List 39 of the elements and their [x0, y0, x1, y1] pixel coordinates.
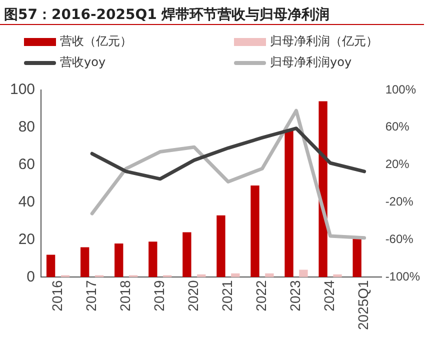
- x-tick-label: 2025Q1: [355, 280, 372, 330]
- y2-tick-label: -100%: [385, 269, 420, 284]
- bar: [265, 273, 274, 278]
- y-tick-label: 0: [26, 268, 36, 286]
- legend-label: 归母净利润（亿元）: [270, 33, 378, 50]
- bar: [46, 254, 56, 278]
- y2-tick-label: -60%: [385, 232, 414, 246]
- bar: [284, 129, 294, 278]
- chart-title: 图57：2016-2025Q1 焊带环节营收与归母净利润: [0, 0, 424, 25]
- legend-label: 营收（亿元）: [60, 33, 132, 50]
- bar: [216, 215, 226, 278]
- x-tick-label: 2022: [253, 280, 270, 312]
- y-tick-label: 80: [18, 118, 36, 136]
- legend-label: 归母净利润yoy: [270, 54, 352, 71]
- bar: [299, 270, 308, 278]
- x-tick-label: 2023: [287, 280, 304, 312]
- x-tick-label: 2017: [82, 280, 99, 312]
- bar: [148, 242, 158, 278]
- x-tick-label: 2021: [219, 280, 236, 312]
- y-tick-label: 100: [10, 81, 36, 98]
- bar: [114, 243, 124, 278]
- y-tick-label: 60: [18, 156, 36, 174]
- x-tick-label: 2024: [321, 280, 338, 312]
- bar: [182, 232, 192, 278]
- x-tick-label: 2016: [48, 280, 65, 312]
- y2-tick-label: -20%: [385, 194, 414, 209]
- y2-tick-label: 20%: [385, 157, 410, 172]
- bar: [80, 247, 90, 278]
- bar: [250, 185, 260, 278]
- x-tick-label: 2020: [185, 280, 202, 312]
- y2-tick-label: 100%: [385, 82, 416, 96]
- bar: [231, 273, 240, 278]
- legend-label: 营收yoy: [60, 54, 106, 71]
- y-tick-label: 40: [18, 193, 36, 210]
- x-tick-label: 2019: [150, 280, 167, 312]
- bar: [333, 274, 342, 278]
- y-tick-label: 20: [18, 230, 36, 248]
- x-tick-label: 2018: [116, 280, 133, 312]
- y2-tick-label: 60%: [385, 120, 410, 134]
